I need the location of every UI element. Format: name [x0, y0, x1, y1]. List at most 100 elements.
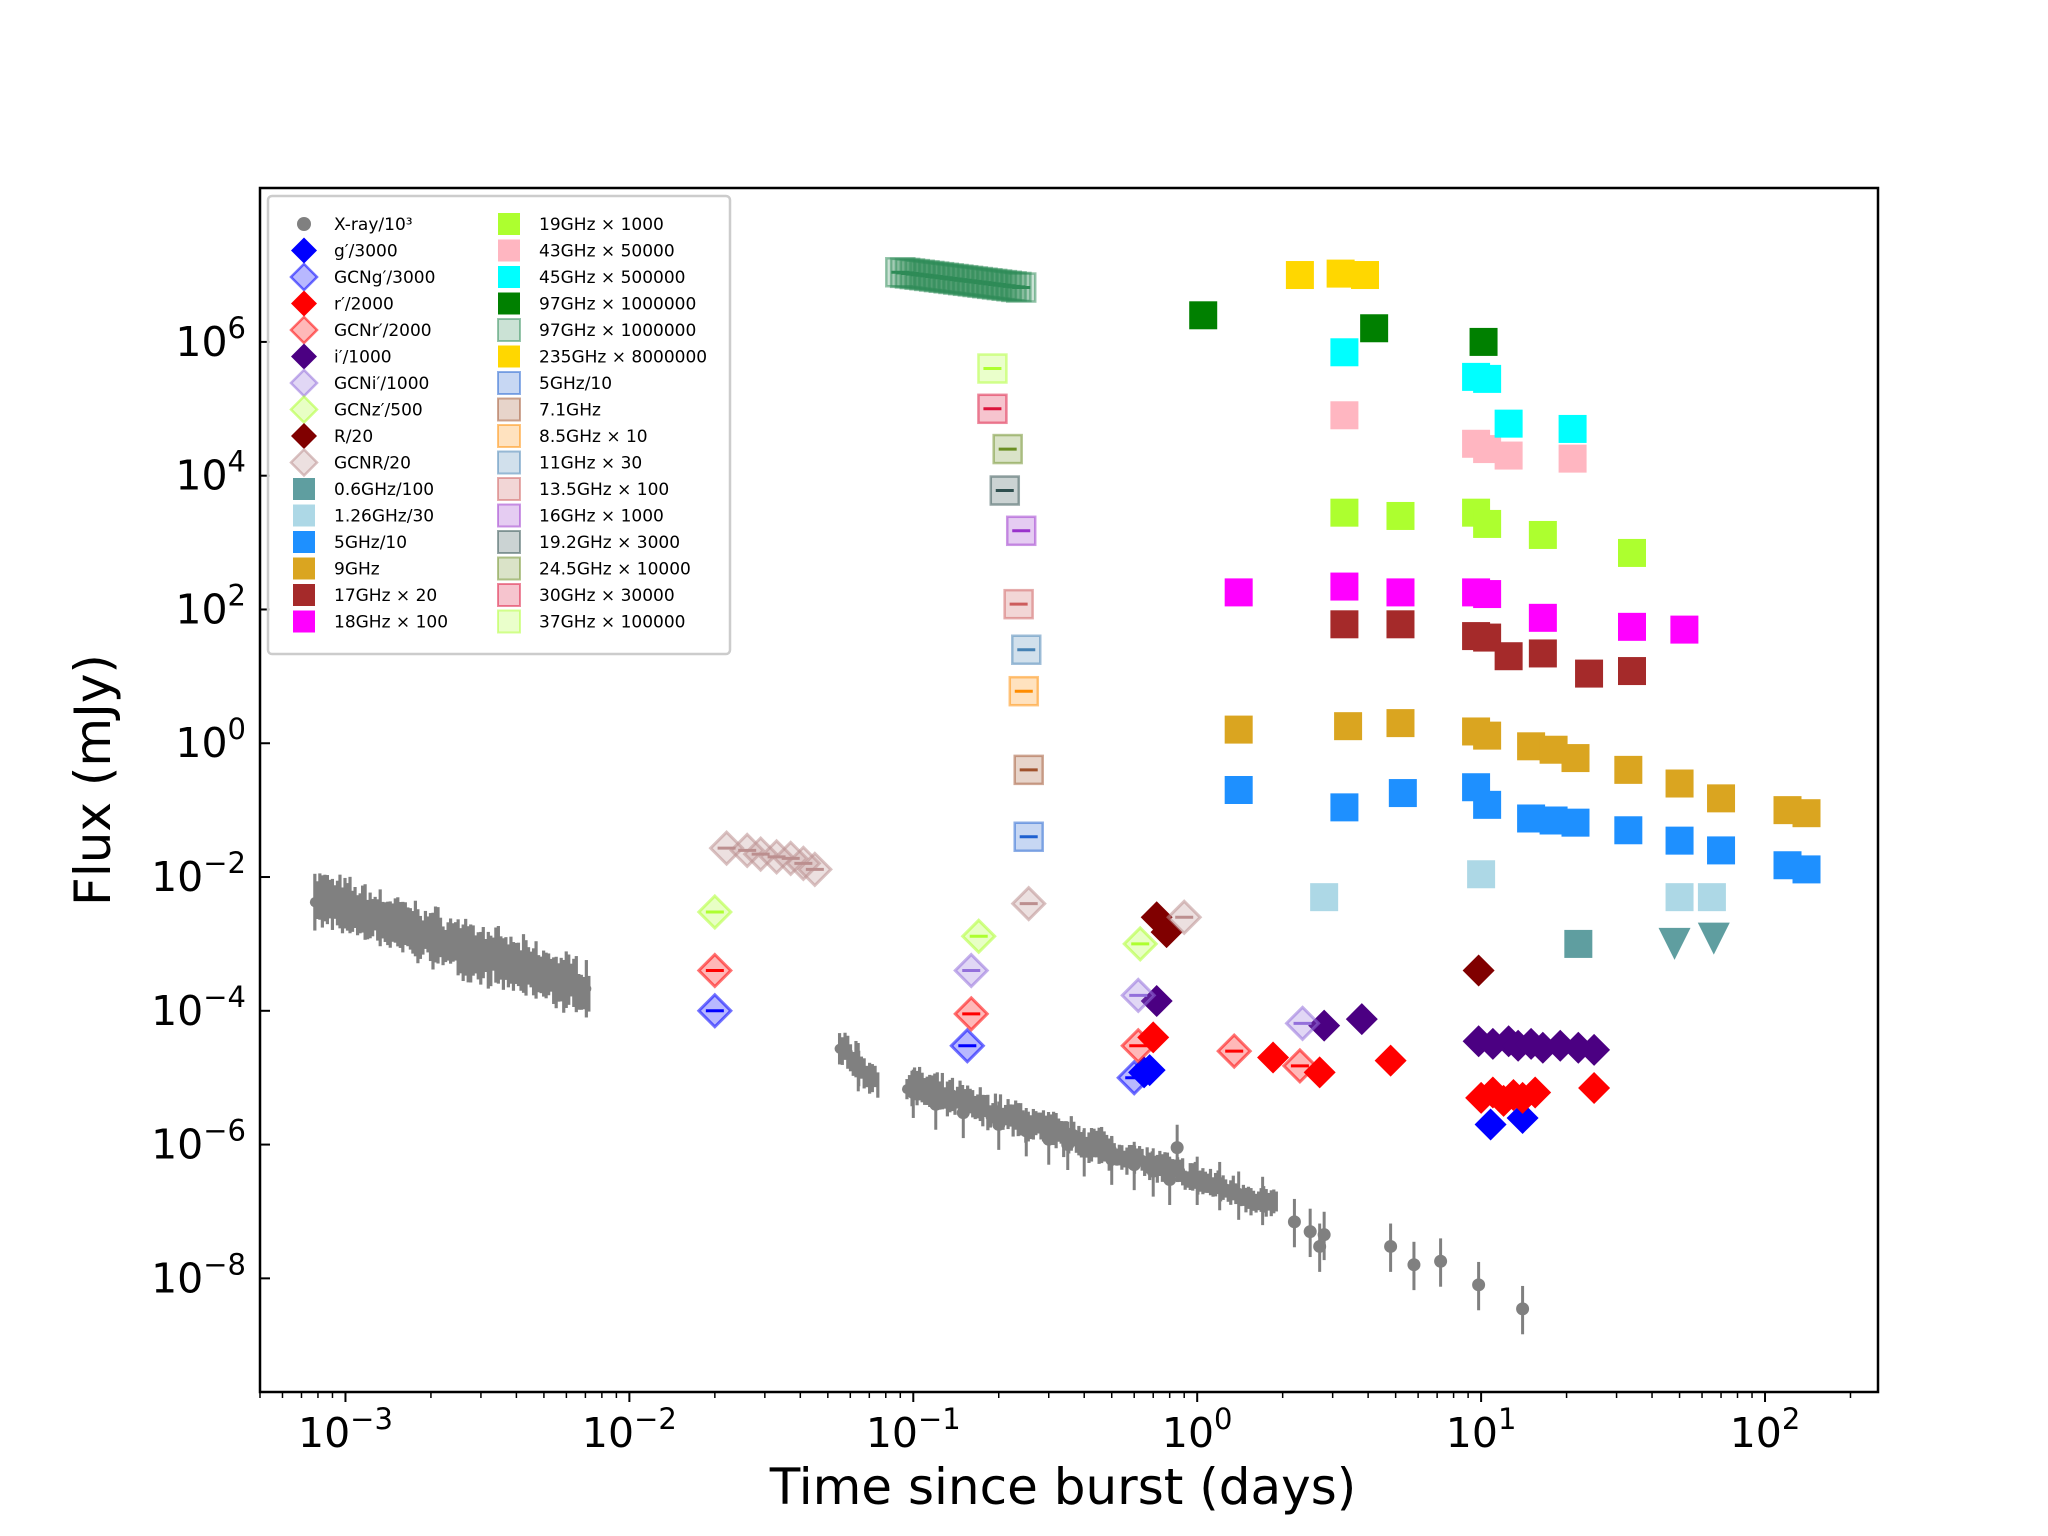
- data-point: [742, 835, 779, 873]
- data-point: [1146, 1164, 1160, 1178]
- data-point: [1558, 414, 1587, 443]
- series-22: [1013, 821, 1044, 853]
- data-point: [696, 893, 733, 931]
- data-point-shape: [1494, 441, 1523, 470]
- data-point-shape: [1386, 709, 1415, 738]
- series-10: [1564, 922, 1730, 960]
- data-point: [1384, 1239, 1398, 1253]
- data-point: [1519, 1076, 1552, 1109]
- data-point: [1665, 883, 1694, 912]
- legend-entry: GCNi′/1000: [289, 368, 429, 398]
- data-point: [1473, 364, 1502, 393]
- legend-entry: 13.5GHz × 100: [497, 477, 669, 501]
- data-point-shape: [1224, 578, 1253, 607]
- data-point: [1707, 784, 1736, 813]
- legend-marker: [497, 477, 521, 501]
- data-point: [1061, 1138, 1075, 1152]
- legend-marker: [497, 424, 521, 448]
- series-28: [989, 475, 1021, 506]
- legend-entry: R/20: [291, 423, 373, 449]
- data-point: [977, 353, 1008, 384]
- legend-label: 13.5GHz × 100: [539, 480, 669, 500]
- data-point-dot: [1384, 1239, 1398, 1253]
- data-point: [1506, 1101, 1539, 1134]
- legend-marker: [497, 371, 521, 395]
- data-point: [1561, 744, 1590, 773]
- data-point: [1224, 715, 1253, 744]
- data-point: [1665, 769, 1694, 798]
- data-point: [956, 1106, 970, 1120]
- legend-entry: 235GHz × 8000000: [498, 345, 707, 368]
- legend-entry: g′/3000: [291, 237, 398, 264]
- legend-label: 43GHz × 50000: [539, 242, 675, 262]
- data-point: [1166, 899, 1203, 936]
- data-point-shape: [1374, 1044, 1407, 1077]
- data-point: [1528, 639, 1557, 668]
- legend-entry: 19GHz × 1000: [498, 213, 664, 235]
- legend-entry: 5GHz/10: [293, 531, 407, 553]
- data-point: [1528, 520, 1557, 549]
- legend-entry: GCNR/20: [289, 447, 411, 478]
- x-axis-label: Time since burst (days): [769, 1458, 1357, 1516]
- data-point: [1326, 259, 1355, 288]
- data-point: [1578, 1033, 1611, 1066]
- legend-marker: [291, 290, 317, 317]
- data-point-shape: [977, 353, 1008, 384]
- data-point: [1561, 808, 1590, 837]
- data-point: [1019, 1124, 1033, 1138]
- legend-label: GCNz′/500: [334, 401, 423, 421]
- data-point-dot: [1163, 1173, 1177, 1187]
- legend-label: g′/3000: [334, 242, 398, 262]
- data-point: [992, 1117, 1006, 1131]
- data-point: [1494, 409, 1523, 438]
- data-point: [1281, 1047, 1319, 1085]
- data-point-shape: [1578, 1033, 1611, 1066]
- data-point: [1618, 538, 1647, 567]
- legend-entry: 18GHz × 100: [293, 610, 448, 633]
- data-point: [1190, 1173, 1204, 1187]
- legend-marker: [289, 315, 319, 345]
- legend-marker: [498, 239, 520, 262]
- legend-entry: GCNz′/500: [289, 394, 423, 425]
- legend-label: 235GHz × 8000000: [539, 348, 707, 368]
- data-point: [1407, 1258, 1421, 1272]
- data-point: [1345, 1003, 1378, 1036]
- legend-label: GCNg′/3000: [334, 268, 435, 288]
- legend-marker: [291, 237, 317, 264]
- data-point-shape: [1330, 610, 1359, 639]
- data-point: [1528, 603, 1557, 632]
- band-point: [1005, 272, 1037, 303]
- data-point: [1005, 515, 1037, 547]
- legend-entry: 7.1GHz: [497, 397, 601, 422]
- data-point: [1618, 612, 1647, 641]
- x-tick-label: 100: [1162, 1402, 1233, 1457]
- plot-frame: [258, 186, 1880, 1394]
- series-15: [1224, 572, 1699, 644]
- series-24: [1008, 675, 1040, 707]
- data-point: [1330, 572, 1359, 601]
- data-point: [1330, 793, 1359, 822]
- data-point-shape: [1528, 603, 1557, 632]
- data-point-shape: [1326, 259, 1355, 288]
- y-tick-label: 104: [175, 445, 246, 500]
- data-point-shape: [1564, 929, 1593, 958]
- data-point-dot: [1213, 1178, 1227, 1192]
- y-tick-label: 10−2: [151, 846, 246, 901]
- data-point-shape: [1665, 826, 1694, 855]
- data-point: [1578, 1072, 1611, 1105]
- data-point: [1473, 509, 1502, 538]
- data-point-shape: [1519, 1076, 1552, 1109]
- data-point-dot: [1105, 1152, 1119, 1166]
- data-point-dot: [1434, 1254, 1448, 1268]
- data-point: [696, 992, 733, 1029]
- data-point-shape: [1558, 444, 1587, 473]
- series-29: [992, 433, 1023, 465]
- data-point: [1614, 755, 1643, 784]
- data-point: [1494, 441, 1523, 470]
- data-point-shape: [1558, 414, 1587, 443]
- legend-marker: [293, 557, 315, 580]
- legend-marker: [498, 292, 520, 315]
- data-point-dot: [1516, 1302, 1530, 1316]
- data-point-shape: [1614, 755, 1643, 784]
- legend-entry: GCNr′/2000: [289, 315, 432, 345]
